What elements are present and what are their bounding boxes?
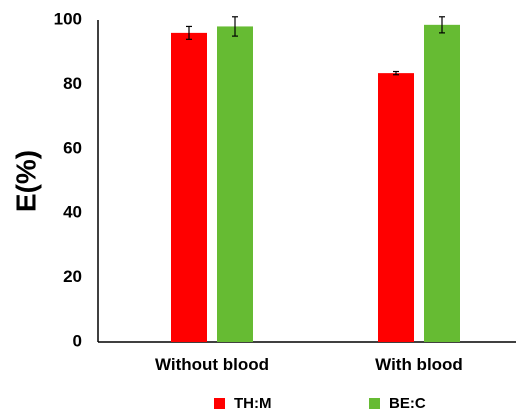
legend: TH:M BE:C bbox=[214, 395, 426, 412]
bars bbox=[171, 24, 460, 343]
x-tick-labels: Without blood With blood bbox=[155, 355, 463, 374]
x-tick-label: With blood bbox=[375, 355, 463, 374]
bar bbox=[217, 26, 253, 342]
y-tick-label: 0 bbox=[73, 331, 82, 350]
legend-swatch bbox=[369, 398, 380, 409]
legend-swatch bbox=[214, 398, 225, 409]
bar bbox=[378, 73, 414, 342]
error-bars bbox=[186, 16, 445, 76]
y-tick-label: 100 bbox=[54, 9, 82, 28]
y-axis-label: E(%) bbox=[10, 150, 41, 212]
y-tick-label: 60 bbox=[63, 138, 82, 157]
y-tick-labels: 0 20 40 60 80 100 bbox=[54, 9, 82, 350]
y-tick-label: 40 bbox=[63, 203, 82, 222]
legend-label: TH:M bbox=[234, 395, 272, 412]
legend-label: BE:C bbox=[389, 395, 426, 412]
y-tick-label: 80 bbox=[63, 74, 82, 93]
bar bbox=[171, 32, 207, 342]
bar bbox=[424, 24, 460, 343]
x-tick-label: Without blood bbox=[155, 355, 269, 374]
y-tick-label: 20 bbox=[63, 267, 82, 286]
